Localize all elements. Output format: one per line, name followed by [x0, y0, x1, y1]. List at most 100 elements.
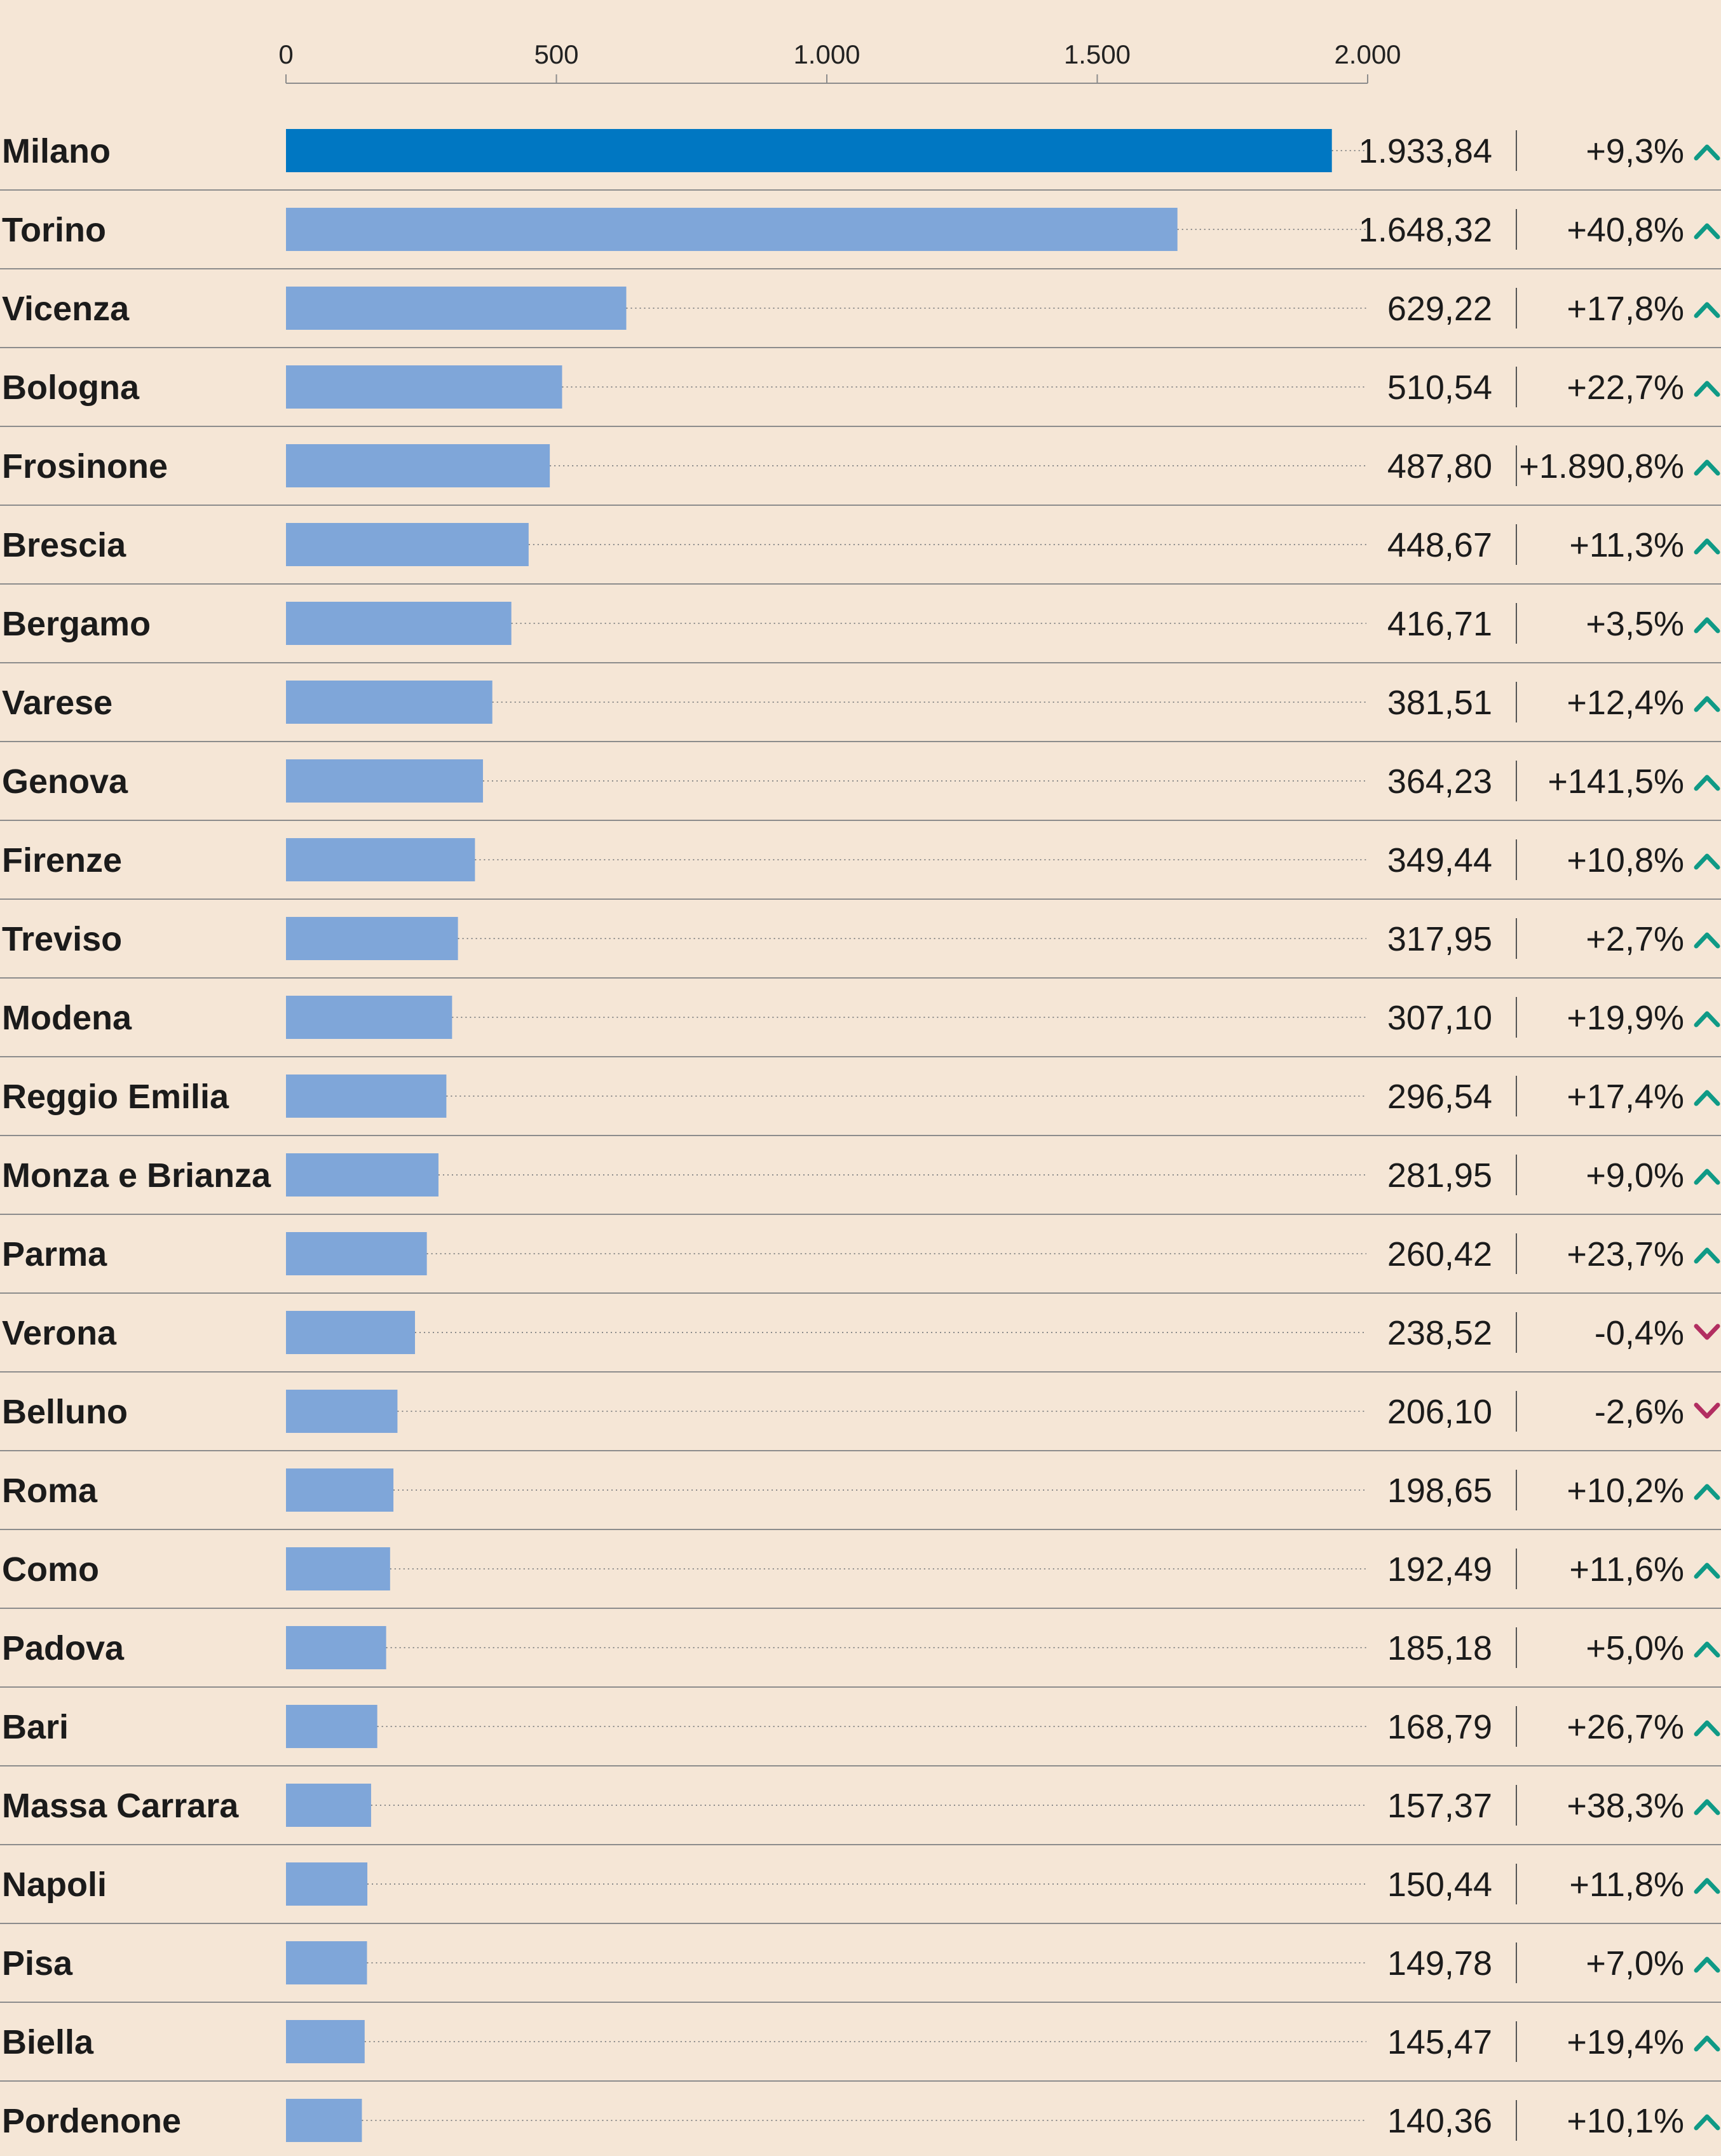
value-label: 510,54 [1387, 369, 1492, 407]
axis-tick-label: 500 [534, 39, 578, 69]
trend-down-icon [1694, 1324, 1720, 1340]
value-label: 150,44 [1387, 1866, 1492, 1904]
change-label: +11,8% [1569, 1866, 1684, 1904]
trend-up-icon [1694, 2035, 1720, 2052]
trend-up-icon [1694, 144, 1720, 161]
category-label: Como [2, 1550, 99, 1589]
axis-tick-label: 1.500 [1064, 39, 1131, 69]
change-label: +40,8% [1567, 211, 1684, 249]
value-label: 185,18 [1387, 1629, 1492, 1667]
category-label: Monza e Brianza [2, 1156, 271, 1195]
change-label: +38,3% [1567, 1787, 1684, 1825]
category-label: Varese [2, 684, 112, 722]
value-label: 487,80 [1387, 447, 1492, 485]
category-label: Vicenza [2, 290, 130, 328]
data-bar [286, 1784, 371, 1827]
category-label: Roma [2, 1472, 98, 1510]
value-label: 448,67 [1387, 526, 1492, 564]
data-bar [286, 1705, 378, 1748]
value-label: 145,47 [1387, 2023, 1492, 2061]
value-label: 296,54 [1387, 1078, 1492, 1116]
change-label: -2,6% [1595, 1393, 1684, 1431]
change-label: +19,4% [1567, 2023, 1684, 2061]
data-bar [286, 129, 1332, 172]
category-label: Brescia [2, 526, 126, 564]
category-label: Modena [2, 999, 132, 1037]
category-label: Bari [2, 1708, 69, 1746]
data-bar [286, 838, 475, 881]
category-label: Treviso [2, 920, 122, 958]
value-label: 307,10 [1387, 999, 1492, 1037]
category-label: Torino [2, 211, 106, 249]
value-label: 281,95 [1387, 1156, 1492, 1195]
value-label: 364,23 [1387, 763, 1492, 801]
value-label: 381,51 [1387, 684, 1492, 722]
trend-up-icon [1694, 459, 1720, 476]
value-label: 317,95 [1387, 920, 1492, 958]
trend-up-icon [1694, 1720, 1720, 1737]
data-bar [286, 759, 483, 803]
data-bar [286, 681, 493, 724]
change-label: +26,7% [1567, 1708, 1684, 1746]
value-label: 629,22 [1387, 290, 1492, 328]
category-label: Bologna [2, 369, 140, 407]
trend-up-icon [1694, 302, 1720, 318]
value-label: 157,37 [1387, 1787, 1492, 1825]
change-label: -0,4% [1595, 1314, 1684, 1352]
trend-up-icon [1694, 1247, 1720, 1264]
category-label: Pisa [2, 1944, 73, 1983]
change-label: +10,8% [1567, 841, 1684, 879]
data-bar [286, 1626, 386, 1669]
data-bar [286, 2020, 365, 2063]
value-label: 149,78 [1387, 1944, 1492, 1983]
change-label: +2,7% [1586, 920, 1684, 958]
trend-up-icon [1694, 1484, 1720, 1500]
change-label: +141,5% [1548, 763, 1684, 801]
trend-up-icon [1694, 1011, 1720, 1027]
data-bar [286, 996, 452, 1039]
data-bar [286, 1311, 415, 1354]
data-bar [286, 1232, 427, 1275]
data-bar [286, 1153, 439, 1197]
data-bar [286, 1547, 390, 1590]
value-label: 238,52 [1387, 1314, 1492, 1352]
value-label: 349,44 [1387, 841, 1492, 879]
value-label: 192,49 [1387, 1550, 1492, 1589]
change-label: +7,0% [1586, 1944, 1684, 1983]
trend-up-icon [1694, 1169, 1720, 1185]
trend-up-icon [1694, 2114, 1720, 2131]
value-label: 260,42 [1387, 1235, 1492, 1273]
trend-up-icon [1694, 1563, 1720, 1579]
data-bar [286, 602, 512, 645]
data-bar [286, 444, 550, 487]
change-label: +10,2% [1567, 1472, 1684, 1510]
category-label: Bergamo [2, 605, 151, 643]
category-label: Belluno [2, 1393, 128, 1431]
change-label: +11,6% [1569, 1550, 1684, 1589]
axis-tick-label: 1.000 [793, 39, 860, 69]
category-label: Parma [2, 1235, 107, 1273]
change-label: +10,1% [1567, 2102, 1684, 2140]
trend-down-icon [1694, 1402, 1720, 1419]
data-bar [286, 287, 627, 330]
change-label: +12,4% [1567, 684, 1684, 722]
data-bar [286, 1941, 367, 1984]
change-label: +17,4% [1567, 1078, 1684, 1116]
trend-up-icon [1694, 381, 1720, 397]
change-label: +17,8% [1567, 290, 1684, 328]
change-label: +22,7% [1567, 369, 1684, 407]
value-label: 140,36 [1387, 2102, 1492, 2140]
change-label: +3,5% [1586, 605, 1684, 643]
trend-up-icon [1694, 932, 1720, 949]
change-label: +23,7% [1567, 1235, 1684, 1273]
trend-up-icon [1694, 775, 1720, 791]
category-label: Verona [2, 1314, 117, 1352]
trend-up-icon [1694, 617, 1720, 634]
data-bar [286, 365, 562, 409]
trend-up-icon [1694, 538, 1720, 555]
data-bar [286, 1390, 398, 1433]
value-label: 416,71 [1387, 605, 1492, 643]
category-label: Reggio Emilia [2, 1078, 229, 1116]
trend-up-icon [1694, 1090, 1720, 1106]
